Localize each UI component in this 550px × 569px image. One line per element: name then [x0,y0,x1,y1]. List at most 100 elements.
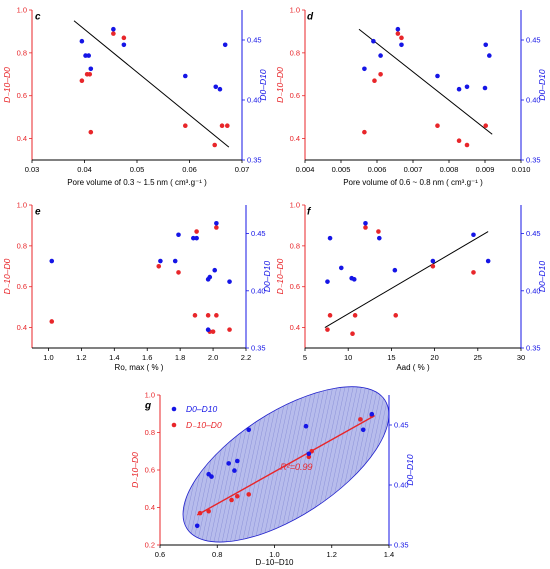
red-point [87,71,93,77]
y-left-tick-label: 0.4 [17,134,27,143]
x-axis-title: Aad ( % ) [396,363,430,372]
y-left-tick-label: 0.8 [290,241,300,250]
y-right-tick-label: 0.35 [251,344,266,353]
y-right-tick-label: 0.45 [247,36,262,45]
blue-point [213,84,219,90]
x-tick-label: 0.008 [440,165,459,174]
y-left-tick-label: 1.0 [17,201,27,210]
blue-point [176,232,181,238]
red-point [229,497,234,503]
red-point [246,492,252,497]
x-axis-title: D₋10–D10 [255,558,294,567]
blue-point [207,274,213,280]
y-right-tick-label: 0.45 [251,229,266,238]
blue-point [395,26,401,32]
x-tick-label: 0.005 [332,165,351,174]
y-right-tick-label: 0.35 [247,156,262,165]
y-right-axis-title: D0–D10 [537,69,547,100]
red-point [111,31,116,36]
red-point [464,142,470,148]
blue-point [483,42,489,48]
y-left-tick-label: 0.8 [17,241,27,250]
blue-point [88,66,94,72]
red-point [358,417,363,422]
blue-point [194,523,200,529]
blue-point [338,265,344,271]
red-point [206,508,211,514]
y-left-tick-label: 0.6 [145,466,155,475]
fit-line [324,231,489,329]
blue-point [111,26,116,32]
legend-label-red: D₋10–D0 [186,420,222,430]
y-left-tick-label: 1.0 [290,201,300,210]
red-point [212,142,217,148]
panel-letter: g [144,400,151,411]
blue-point [226,461,231,466]
r-squared-annotation: R²=0.99 [280,462,312,472]
blue-point [121,42,127,48]
y-right-tick-label: 0.45 [526,229,541,238]
y-left-tick-label: 0.6 [17,282,27,291]
red-point [121,35,127,41]
red-point [395,31,401,36]
y-left-tick-label: 0.4 [145,503,155,512]
red-point [194,229,199,234]
panel-letter: c [35,11,41,22]
blue-point [378,53,383,58]
x-axis-title: Ro, max ( % ) [115,363,164,372]
red-point [350,331,355,337]
red-point [393,313,399,318]
y-right-tick-label: 0.40 [251,286,266,295]
y-left-tick-label: 1.0 [145,391,155,400]
panel-letter: d [307,11,314,22]
y-left-tick-label: 0.8 [290,48,300,57]
red-point [435,123,440,129]
x-axis-title: Pore volume of 0.3 ~ 1.5 nm ( cm³.g⁻¹ ) [67,178,207,187]
blue-point [482,85,488,91]
red-point [456,138,462,144]
x-tick-label: 5 [303,353,307,362]
x-tick-label: 1.2 [327,550,337,559]
blue-point [214,221,219,226]
x-tick-label: 0.04 [77,165,92,174]
blue-point [183,73,188,79]
fit-line [73,20,230,148]
legend-label-blue: D0–D10 [186,404,217,414]
y-left-tick-label: 0.4 [290,323,300,332]
blue-point [227,279,232,284]
x-tick-label: 1.8 [175,353,185,362]
x-tick-label: 0.009 [476,165,495,174]
y-right-tick-label: 0.45 [526,36,541,45]
x-tick-label: 0.06 [182,165,197,174]
red-point [88,129,94,135]
y-right-tick-label: 0.40 [526,286,541,295]
y-left-tick-label: 0.8 [145,428,155,437]
blue-point [303,423,309,429]
y-right-axis-title: D0–D10 [262,261,272,292]
panel-f: 5 10 15 20 25 30 0.4 0.6 0.8 1.0 0.35 0.40 0.45 Aad (… [275,201,547,373]
x-tick-label: 1.4 [384,550,394,559]
y-right-tick-label: 0.35 [394,541,409,550]
red-point [197,510,203,516]
blue-point [399,42,404,48]
blue-point [172,258,178,264]
x-tick-label: 2.2 [241,353,251,362]
y-left-tick-label: 1.0 [290,6,300,15]
blue-point [464,84,470,90]
x-tick-label: 20 [430,353,438,362]
x-tick-label: 1.6 [142,353,152,362]
red-point [352,313,358,318]
y-left-tick-label: 0.6 [290,91,300,100]
red-point [49,319,55,324]
red-point [483,123,489,129]
blue-point [471,232,476,238]
blue-point [325,279,330,284]
blue-point [49,258,55,264]
x-tick-label: 0.8 [212,550,222,559]
red-point [325,327,330,332]
red-point [471,270,476,275]
blue-point [360,427,366,433]
y-right-tick-label: 0.40 [394,481,409,490]
x-tick-label: 0.07 [235,165,250,174]
panel-letter: e [35,206,41,217]
